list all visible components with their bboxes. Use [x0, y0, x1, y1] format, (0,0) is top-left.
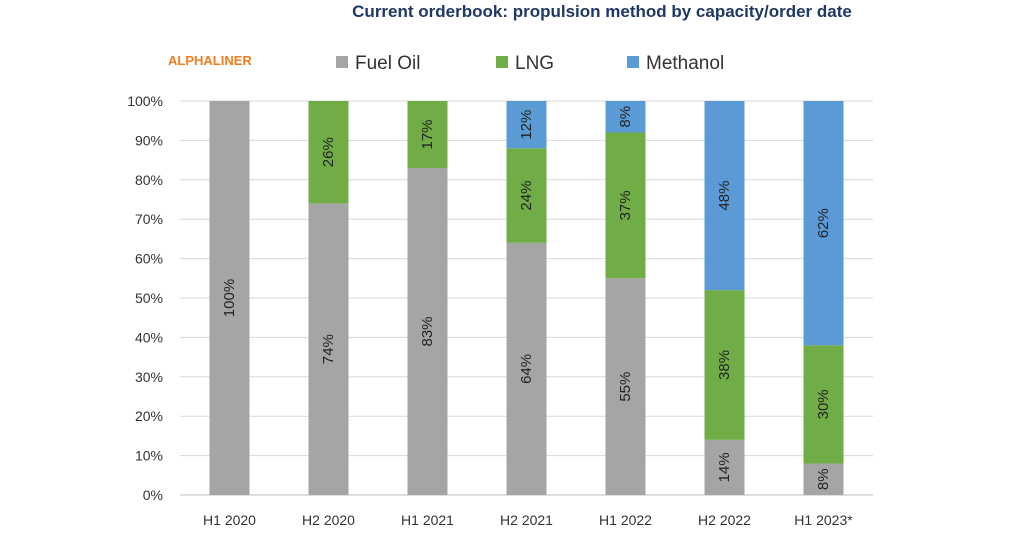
data-label: 8%: [617, 106, 634, 128]
bar-segment-lng: [605, 132, 646, 279]
data-label: 55%: [617, 372, 634, 402]
data-label: 38%: [716, 350, 733, 380]
x-tick-label: H2 2021: [500, 512, 553, 528]
y-axis-ticks: 0% 10% 20% 30% 40% 50% 60% 70% 80% 90% 100%: [127, 93, 163, 503]
bar-segment-fuel-oil: [209, 101, 250, 495]
data-label: 12%: [518, 110, 535, 140]
data-label: 62%: [815, 208, 832, 238]
y-tick-label: 70%: [135, 211, 163, 227]
data-label: 48%: [716, 181, 733, 211]
legend: Fuel Oil LNG Methanol: [336, 53, 724, 74]
bar-segment-methanol: [605, 101, 646, 133]
data-label: 83%: [419, 316, 436, 346]
legend-swatch: [627, 56, 639, 68]
data-label: 64%: [518, 354, 535, 384]
legend-label: Fuel Oil: [355, 53, 420, 74]
y-tick-label: 60%: [135, 251, 163, 267]
data-label: 30%: [815, 389, 832, 419]
bar-segment-lng: [407, 101, 448, 168]
bar-segment-lng: [803, 345, 844, 464]
data-label: 37%: [617, 190, 634, 220]
bar-segment-fuel-oil: [407, 167, 448, 496]
y-tick-label: 20%: [135, 408, 163, 424]
x-tick-label: H1 2020: [203, 512, 256, 528]
bar-segment-fuel-oil: [308, 203, 349, 495]
y-tick-label: 10%: [135, 448, 163, 464]
data-label: 14%: [716, 452, 733, 482]
bar-segment-fuel-oil: [605, 278, 646, 495]
y-tick-label: 80%: [135, 172, 163, 188]
bar-segment-methanol: [704, 101, 745, 291]
bar-segment-lng: [506, 148, 547, 243]
bar-segment-lng: [308, 101, 349, 204]
legend-swatch: [496, 56, 508, 68]
data-label: 100%: [221, 279, 238, 317]
x-axis-ticks: H1 2020 H2 2020 H1 2021 H2 2021 H1 2022 H2 20…: [203, 512, 853, 528]
y-tick-label: 40%: [135, 329, 163, 345]
x-tick-label: H1 2023*: [794, 512, 853, 528]
y-tick-label: 0%: [143, 487, 163, 503]
alphaliner-logo-text: ALPHALINER: [168, 53, 252, 68]
y-tick-label: 90%: [135, 132, 163, 148]
bar-segment-methanol: [506, 101, 547, 149]
bar-segment-methanol: [803, 101, 844, 346]
data-label: 26%: [320, 137, 337, 167]
data-label: 17%: [419, 119, 436, 149]
y-tick-label: 30%: [135, 369, 163, 385]
x-tick-label: H2 2022: [698, 512, 751, 528]
data-label: 24%: [518, 181, 535, 211]
legend-label: Methanol: [646, 53, 724, 74]
legend-swatch: [336, 56, 348, 68]
chart-title: Current orderbook: propulsion method by …: [352, 2, 852, 21]
x-tick-label: H1 2021: [401, 512, 454, 528]
bar-segment-fuel-oil: [506, 242, 547, 495]
data-label: 74%: [320, 334, 337, 364]
bar-segment-fuel-oil: [704, 439, 745, 495]
x-tick-label: H2 2020: [302, 512, 355, 528]
y-tick-label: 100%: [127, 93, 163, 109]
bars: 100% 74% 26% 83% 17% 64% 24% 12% 55% 37% 8% 14% 38% 4…: [209, 101, 844, 496]
y-tick-label: 50%: [135, 290, 163, 306]
legend-label: LNG: [515, 53, 554, 74]
bar-segment-fuel-oil: [803, 463, 844, 495]
data-label: 8%: [815, 468, 832, 490]
x-tick-label: H1 2022: [599, 512, 652, 528]
bar-segment-lng: [704, 290, 745, 440]
